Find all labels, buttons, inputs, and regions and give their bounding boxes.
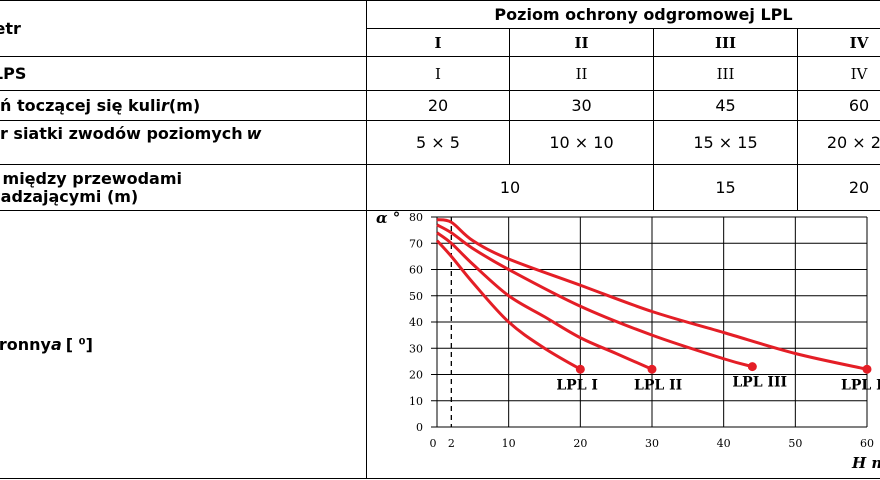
- y-tick-label: 30: [409, 342, 423, 355]
- series-line-2: [436, 231, 653, 371]
- lps-class-IV: IV: [797, 56, 880, 90]
- spacing-IV: 20: [797, 164, 880, 210]
- lps-class-I: I: [366, 56, 509, 90]
- row-mesh-size: miar siatki zwodów poziomych w: [0, 120, 366, 164]
- lps-class-II: II: [509, 56, 653, 90]
- spacing-I-II: 10: [366, 164, 653, 210]
- row-protection-angle: ochronny a [ ⁰]: [0, 210, 366, 478]
- series-line-4: [436, 218, 868, 371]
- header-param-label: ametr: [0, 19, 21, 38]
- header-param: ametr: [0, 0, 366, 56]
- y-tick-label: 60: [409, 264, 423, 277]
- x-tick-label: 20: [573, 437, 587, 450]
- level-III: III: [653, 28, 797, 56]
- mesh-I: 5 × 5: [366, 120, 509, 164]
- series-line-3: [436, 223, 753, 369]
- spacing-III: 15: [653, 164, 797, 210]
- series-end-point-4: [862, 364, 872, 374]
- level-I: I: [366, 28, 509, 56]
- y-axis-label: α °: [376, 209, 400, 227]
- series-label-3: LPL III: [732, 375, 787, 391]
- y-tick-label: 40: [409, 316, 423, 329]
- y-tick-label: 80: [409, 211, 423, 224]
- x-ticks: 0 2 10 20 30 40 50 60: [430, 437, 875, 450]
- radius-IV: 60: [797, 90, 880, 120]
- header-lpl: Poziom ochrony odgromowej LPL: [366, 0, 880, 28]
- series-end-point-2: [647, 364, 657, 374]
- level-II: II: [509, 28, 653, 56]
- x-tick-label: 10: [502, 437, 516, 450]
- radius-I: 20: [366, 90, 509, 120]
- row-conductor-spacing: tęp między przewodami rowadzającymi (m): [0, 164, 366, 210]
- y-tick-label: 0: [416, 421, 423, 434]
- y-tick-label: 20: [409, 369, 423, 382]
- y-ticks: 0 10 20 30 40 50 60 70 80: [409, 211, 423, 434]
- x-tick-label: 40: [717, 437, 731, 450]
- lps-class-III: III: [653, 56, 797, 90]
- series-end-point-3: [747, 362, 757, 372]
- series-line-1: [435, 239, 582, 371]
- series-end-point-1: [575, 364, 585, 374]
- row-lps-class: sa LPS: [0, 56, 366, 90]
- x-tick-label: 0: [430, 437, 437, 450]
- radius-III: 45: [653, 90, 797, 120]
- chart-grid: [431, 216, 868, 428]
- y-tick-label: 50: [409, 290, 423, 303]
- level-IV: IV: [797, 28, 880, 56]
- row-sphere-radius: mień toczącej się kuli r (m): [0, 90, 366, 120]
- series-label-1: LPL I: [556, 377, 598, 393]
- chart-cell: [366, 210, 880, 478]
- x-tick-label: 2: [448, 437, 455, 450]
- mesh-II: 10 × 10: [509, 120, 653, 164]
- y-tick-label: 10: [409, 395, 423, 408]
- header-lpl-label: Poziom ochrony odgromowej LPL: [494, 5, 793, 24]
- mesh-III: 15 × 15: [653, 120, 797, 164]
- x-axis-label: H m: [851, 454, 880, 472]
- radius-II: 30: [509, 90, 653, 120]
- chart-series: LPL I LPL II LPL III LPL IV: [435, 218, 880, 393]
- series-label-2: LPL II: [634, 377, 682, 393]
- mesh-IV: 20 × 20: [797, 120, 880, 164]
- series-label-4: LPL IV: [841, 377, 880, 393]
- x-tick-label: 60: [860, 437, 874, 450]
- x-tick-label: 30: [645, 437, 659, 450]
- x-tick-label: 50: [788, 437, 802, 450]
- y-tick-label: 70: [409, 237, 423, 250]
